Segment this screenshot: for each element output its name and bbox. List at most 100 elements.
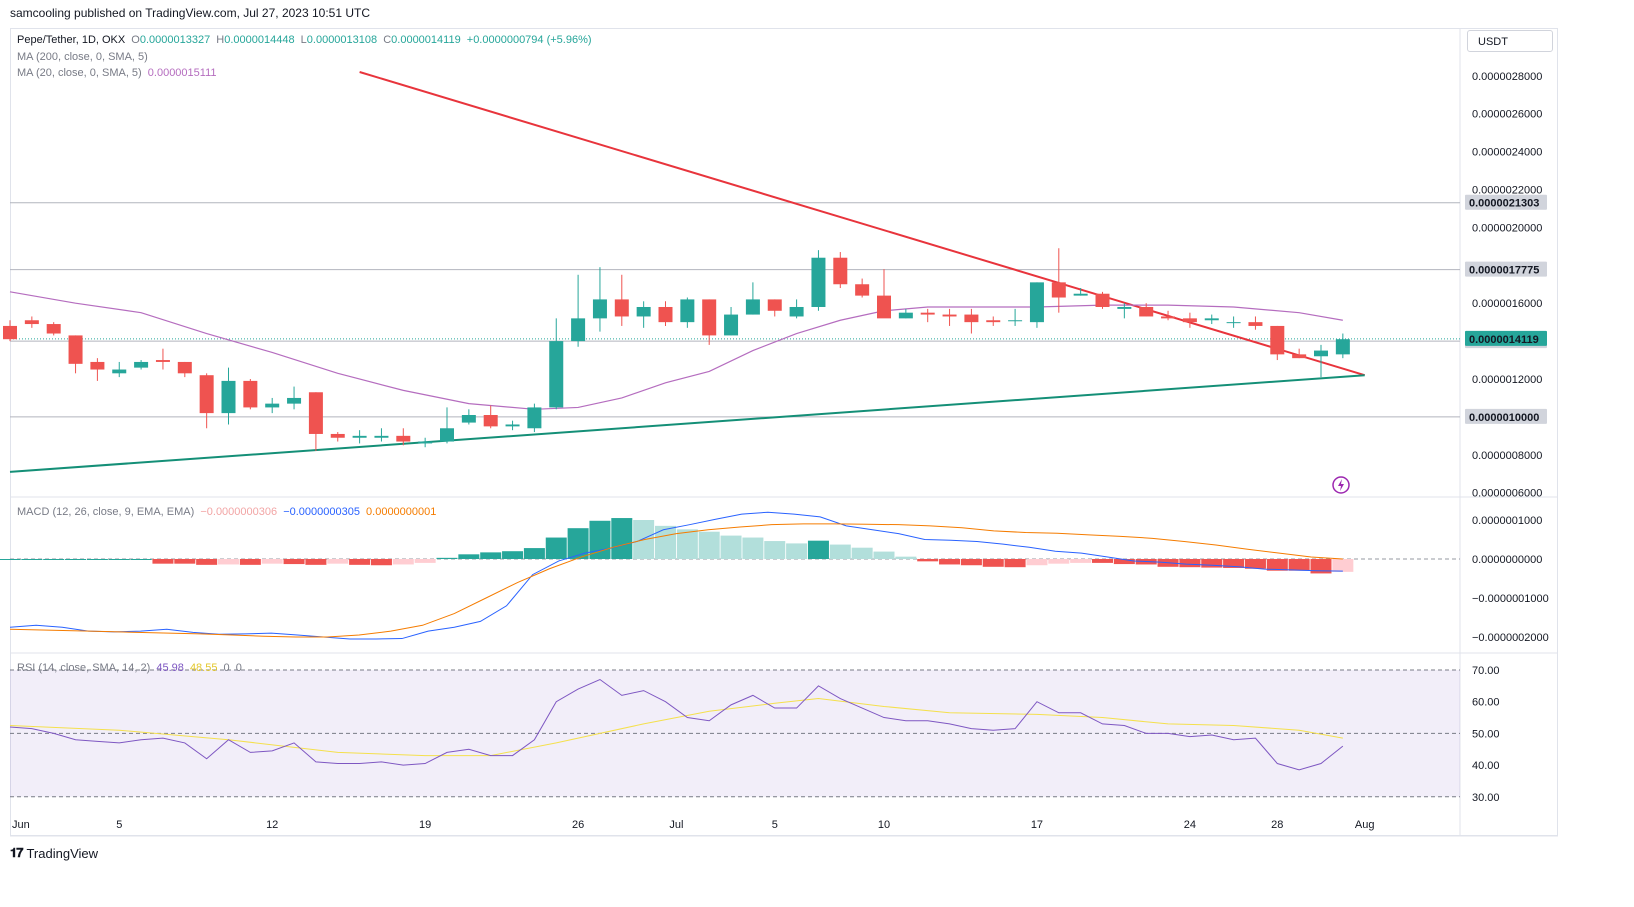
ma20-value: 0.0000015111 bbox=[147, 67, 217, 79]
candle-body bbox=[1248, 322, 1263, 326]
macd-histogram-bar bbox=[261, 559, 283, 564]
macd-histogram-bar bbox=[305, 559, 327, 565]
currency-select-button[interactable]: USDT bbox=[1467, 30, 1553, 52]
candle-body bbox=[177, 361, 192, 374]
rsi-v4: 0 bbox=[235, 662, 242, 674]
high-value: 0.0000014448 bbox=[224, 34, 295, 46]
candle-body bbox=[352, 435, 367, 438]
last-price-label: 0.0000014119 bbox=[1469, 334, 1539, 346]
macd-histogram-bar bbox=[0, 559, 21, 560]
price-tick-label: 0.0000028000 bbox=[1472, 71, 1542, 83]
macd-histogram-bar bbox=[567, 528, 589, 559]
candle-body bbox=[46, 324, 61, 334]
macd-histogram-bar bbox=[370, 559, 392, 566]
candle-body bbox=[505, 424, 520, 427]
candle-body bbox=[592, 299, 607, 319]
time-axis-label: 10 bbox=[878, 819, 890, 831]
price-level-label: 0.0000017775 bbox=[1469, 265, 1539, 277]
ma200-label: MA (200, close, 0, SMA, 5) bbox=[17, 51, 148, 63]
candle-body bbox=[3, 325, 17, 340]
candle-body bbox=[287, 397, 302, 404]
candle-body bbox=[1314, 350, 1328, 357]
trendline bbox=[9, 374, 1365, 473]
candle-body bbox=[877, 295, 891, 319]
candle-body bbox=[1073, 293, 1088, 296]
time-axis-label: 12 bbox=[266, 819, 278, 831]
rsi-legend[interactable]: RSI (14, close, SMA, 14, 2) 45.98 48.55 … bbox=[17, 662, 245, 674]
candle-body bbox=[396, 435, 411, 442]
candle-body bbox=[155, 360, 170, 362]
macd-tick-label: 0.0000001000 bbox=[1472, 515, 1542, 527]
macd-histogram-bar bbox=[196, 559, 218, 565]
ma20-legend[interactable]: MA (20, close, 0, SMA, 5) 0.0000015111 bbox=[17, 67, 220, 79]
candle-body bbox=[1095, 293, 1110, 307]
candle-body bbox=[614, 299, 629, 317]
price-tick-label: 0.0000012000 bbox=[1472, 374, 1542, 386]
footer-brand[interactable]: 𝟏𝟕 TradingView bbox=[10, 845, 98, 861]
candle-body bbox=[134, 361, 149, 368]
candle-body bbox=[440, 428, 454, 442]
macd-histogram-bar bbox=[1113, 559, 1135, 565]
macd-histogram-bar bbox=[414, 559, 436, 563]
macd-histogram-bar bbox=[21, 559, 43, 560]
macd-histogram-bar bbox=[1092, 559, 1113, 563]
macd-histogram-bar bbox=[1026, 559, 1048, 566]
rsi-ma-line bbox=[9, 698, 1343, 757]
candle-body bbox=[24, 320, 39, 325]
time-axis-label: 19 bbox=[419, 819, 431, 831]
macd-histogram-bar bbox=[960, 559, 982, 566]
price-tick-label: 0.0000006000 bbox=[1472, 488, 1542, 500]
symbol-name[interactable]: Pepe/Tether, 1D, OKX bbox=[17, 34, 126, 46]
candle-body bbox=[1008, 320, 1023, 322]
rsi-value: 45.98 bbox=[156, 662, 184, 674]
macd-histogram-bar bbox=[65, 559, 87, 560]
candle-body bbox=[920, 312, 935, 315]
macd-signal-line bbox=[9, 523, 1343, 638]
macd-line bbox=[9, 511, 1343, 640]
macd-histogram-bar bbox=[655, 525, 676, 559]
macd-histogram-bar bbox=[349, 559, 371, 565]
candle-body bbox=[942, 314, 957, 317]
low-label: L bbox=[300, 34, 307, 46]
candle-body bbox=[330, 433, 345, 438]
macd-histogram-bar bbox=[807, 540, 829, 559]
rsi-label: RSI (14, close, SMA, 14, 2) bbox=[17, 662, 151, 674]
candle-body bbox=[483, 415, 498, 427]
price-level-tag bbox=[1465, 194, 1547, 210]
macd-tick-label: −0.0000002000 bbox=[1472, 632, 1549, 644]
candle-body bbox=[1139, 306, 1154, 317]
price-level-tag bbox=[1465, 408, 1547, 424]
macd-histogram-bar bbox=[786, 543, 808, 559]
candle-body bbox=[658, 306, 673, 323]
close-label: C bbox=[383, 34, 392, 46]
ma200-legend[interactable]: MA (200, close, 0, SMA, 5) bbox=[17, 51, 151, 63]
macd-histogram-bar bbox=[611, 518, 633, 559]
macd-histogram-bar bbox=[1223, 559, 1245, 568]
candle-body bbox=[986, 320, 1001, 323]
alert-lightning-icon bbox=[1338, 479, 1344, 491]
candle-body bbox=[745, 299, 760, 315]
time-axis-label: 5 bbox=[116, 819, 122, 831]
candle-body bbox=[90, 361, 105, 370]
tradingview-logo-icon: 𝟏𝟕 bbox=[10, 845, 24, 860]
time-axis-label: 17 bbox=[1031, 819, 1043, 831]
published-note: samcooling published on TradingView.com,… bbox=[10, 6, 370, 20]
macd-histogram-bar bbox=[436, 557, 458, 559]
macd-histogram-bar bbox=[1004, 559, 1026, 568]
change-value: +0.0000000794 (+5.96%) bbox=[466, 34, 592, 46]
candle-body bbox=[1226, 322, 1241, 324]
open-label: O bbox=[131, 34, 140, 46]
price-tick-label: 0.0000026000 bbox=[1472, 109, 1542, 121]
candle-body bbox=[1029, 282, 1044, 323]
symbol-legend: Pepe/Tether, 1D, OKX O0.0000013327 H0.00… bbox=[17, 34, 595, 46]
time-axis-label: 26 bbox=[572, 819, 584, 831]
macd-histogram-bar bbox=[108, 559, 130, 560]
candle-body bbox=[571, 318, 586, 342]
macd-histogram-bar bbox=[873, 551, 895, 559]
macd-legend[interactable]: MACD (12, 26, close, 9, EMA, EMA) −0.000… bbox=[17, 506, 439, 518]
macd-histogram-bar bbox=[742, 537, 764, 559]
candle-body bbox=[855, 284, 870, 296]
rsi-tick-label: 50.00 bbox=[1472, 728, 1500, 740]
macd-histogram-bar bbox=[130, 559, 152, 560]
